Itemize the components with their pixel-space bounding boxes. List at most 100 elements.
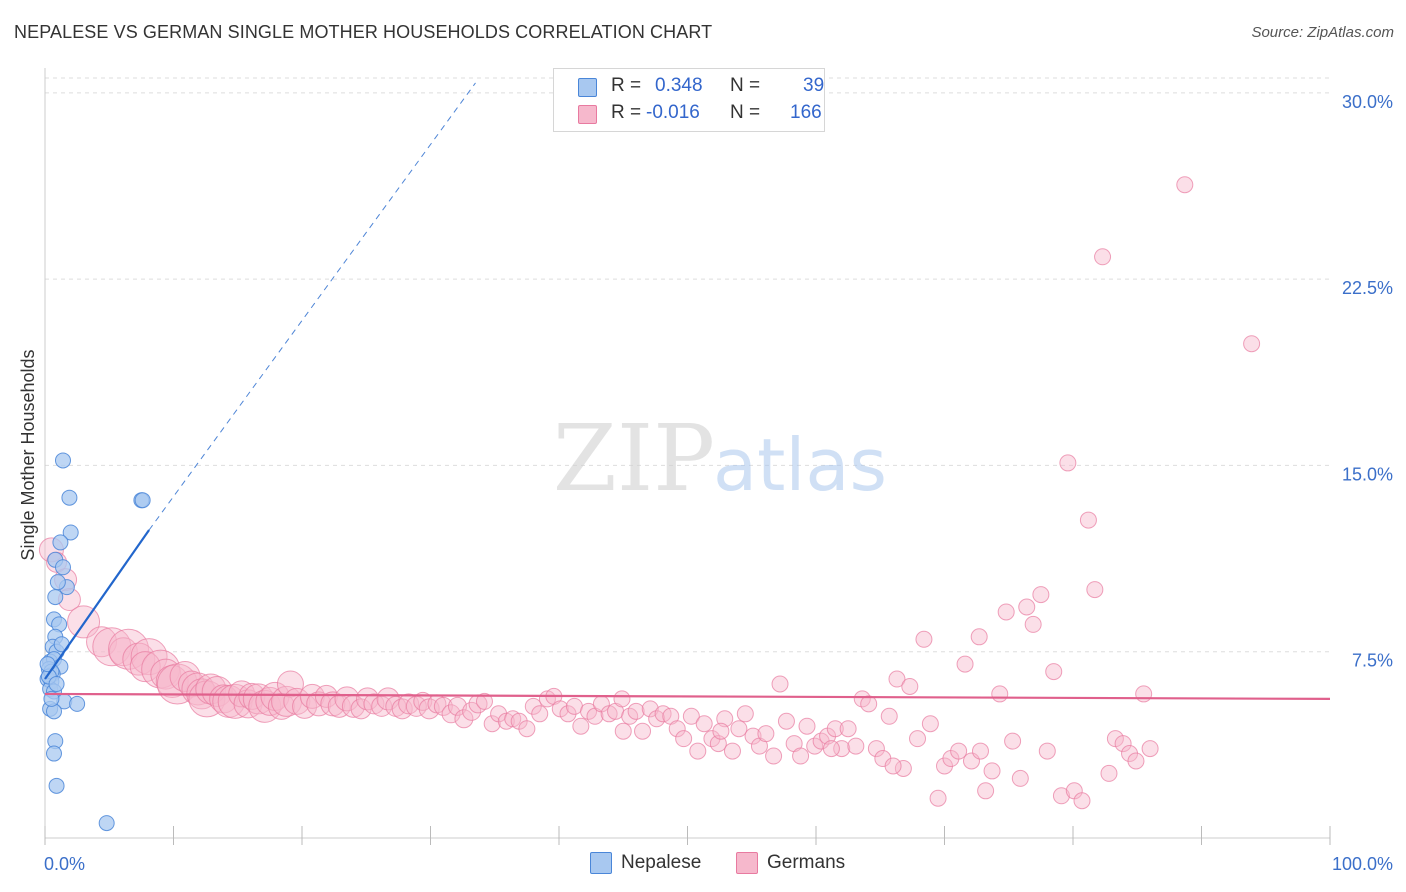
germans-point [730, 720, 748, 738]
bottom-legend-germans-label: Germans [767, 852, 846, 873]
germans-point [765, 747, 783, 765]
germans-point [1038, 742, 1056, 760]
germans-point [712, 722, 730, 740]
germans-point [363, 693, 385, 715]
germans-point [822, 740, 840, 758]
germans-point [777, 712, 795, 730]
germans-point [950, 742, 968, 760]
germans-point [169, 661, 201, 693]
germans-point [991, 685, 1009, 703]
germans-point [970, 628, 988, 646]
germans-point [1024, 615, 1042, 633]
germans-point [1100, 764, 1118, 782]
germans-point [1114, 735, 1132, 753]
germans-point [833, 740, 851, 758]
germans-point [723, 742, 741, 760]
germans-point [130, 638, 168, 676]
nepalese-point [45, 745, 62, 762]
nepalese-series [39, 452, 151, 832]
germans-point [1079, 511, 1097, 529]
source-credit: Source: ZipAtlas.com [1251, 24, 1394, 41]
germans-point [1243, 335, 1261, 353]
nepalese-point [134, 492, 151, 509]
germans-point [441, 704, 461, 724]
nepalese-point [98, 815, 115, 832]
nepalese-swatch [590, 852, 612, 874]
germans-point [1011, 769, 1029, 787]
germans-point [86, 626, 118, 658]
germans-point [1004, 732, 1022, 750]
nepalese-trend-line [44, 529, 150, 680]
germans-point [462, 701, 482, 721]
germans-point [901, 677, 919, 695]
germans-point [108, 637, 138, 667]
germans-point [894, 759, 912, 777]
germans-point [1141, 740, 1159, 758]
nepalese-point [47, 589, 64, 606]
germans-point [792, 747, 810, 765]
legend-r-label: R = [611, 102, 642, 123]
germans-point [847, 737, 865, 755]
nepalese-point [54, 559, 71, 576]
nepalese-point [52, 534, 69, 551]
germans-point [956, 655, 974, 673]
legend-germans-r: -0.016 [646, 102, 700, 123]
germans-point [108, 628, 150, 670]
germans-point [454, 709, 474, 729]
germans-point [971, 742, 989, 760]
y-tick-label: 15.0% [1342, 464, 1393, 484]
nepalese-point [48, 676, 65, 692]
germans-trend-line [44, 692, 1331, 701]
germans-point [915, 630, 933, 648]
germans-point [356, 687, 380, 711]
nepalese-swatch [578, 78, 597, 97]
germans-point [1059, 454, 1077, 472]
nepalese-point [61, 489, 78, 506]
legend-nepalese-n: 39 [803, 75, 825, 96]
germans-point [129, 651, 161, 683]
y-tick-label: 22.5% [1342, 278, 1393, 298]
nepalese-point [43, 690, 60, 707]
germans-point [299, 683, 325, 709]
germans-point [736, 705, 754, 723]
germans-point [1086, 581, 1104, 599]
watermark: ZIP atlas [553, 405, 887, 512]
chart-title: NEPALESE VS GERMAN SINGLE MOTHER HOUSEHO… [14, 22, 713, 42]
germans-point [880, 707, 898, 725]
germans-point [433, 696, 453, 716]
legend: R = 0.348 N = 39 R = -0.016 N = 166 [553, 68, 825, 132]
nepalese-point [54, 452, 71, 469]
legend-n-label: N = [730, 75, 761, 96]
germans-point [929, 789, 947, 807]
watermark-atlas: atlas [713, 423, 887, 507]
germans-point [1135, 685, 1153, 703]
x-tick-label-max: 100.0% [1332, 854, 1393, 874]
germans-point [614, 722, 632, 740]
germans-point [518, 720, 536, 738]
germans-point [572, 717, 590, 735]
nepalese-point [48, 777, 65, 794]
germans-point [1032, 586, 1050, 604]
nepalese-trend-extension [148, 82, 476, 531]
y-tick-label: 7.5% [1352, 651, 1393, 671]
germans-point [668, 720, 686, 738]
germans-point [888, 670, 906, 688]
germans-swatch [578, 105, 597, 124]
germans-point [977, 782, 995, 800]
germans-point [641, 700, 659, 718]
watermark-zip: ZIP [553, 405, 715, 512]
germans-point [1176, 176, 1194, 194]
germans-point [1094, 248, 1112, 266]
germans-point [447, 696, 467, 716]
legend-germans-n: 166 [790, 102, 822, 123]
germans-swatch [736, 852, 758, 874]
germans-point [1073, 792, 1091, 810]
germans-point [798, 717, 816, 735]
germans-point [867, 740, 885, 758]
germans-point [276, 670, 304, 698]
germans-point [634, 722, 652, 740]
germans-point [744, 727, 762, 745]
germans-point [826, 720, 844, 738]
germans-point [682, 707, 700, 725]
germans-point [709, 735, 727, 753]
